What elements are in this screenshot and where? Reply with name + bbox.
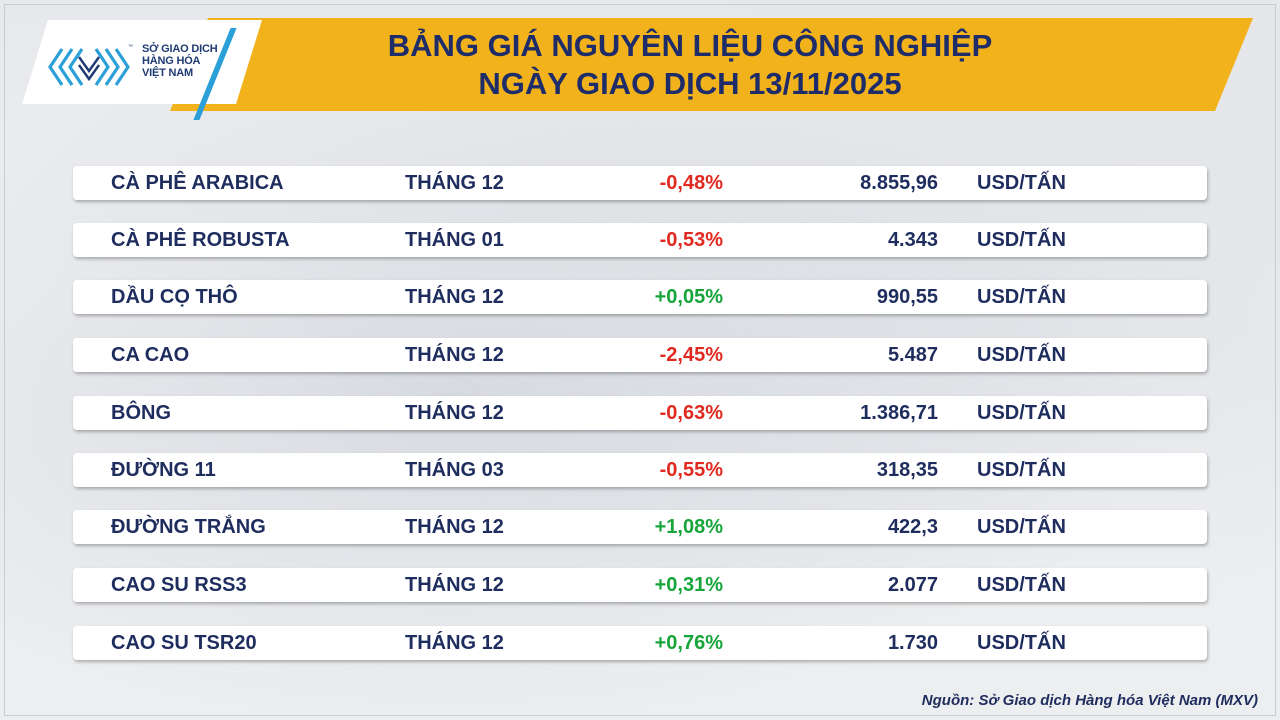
title-line-1: BẢNG GIÁ NGUYÊN LIỆU CÔNG NGHIỆP bbox=[387, 28, 993, 63]
price-value: 4.343 bbox=[887, 229, 938, 251]
price-value: 1.730 bbox=[887, 632, 938, 654]
price-value: 8.855,96 bbox=[860, 172, 938, 194]
contract-month: THÁNG 12 bbox=[405, 286, 504, 308]
table-row-white-sugar: ĐƯỜNG TRẮNG THÁNG 12 +1,08% 422,3 USD/TẤ… bbox=[73, 510, 1207, 544]
price-change: +0,76% bbox=[654, 632, 723, 654]
title-line-2: NGÀY GIAO DỊCH 13/11/2025 bbox=[478, 66, 902, 101]
price-unit: USD/TẤN bbox=[977, 344, 1066, 366]
price-unit: USD/TẤN bbox=[977, 632, 1066, 654]
price-change: -2,45% bbox=[659, 344, 723, 366]
price-change: -0,63% bbox=[659, 402, 723, 424]
commodity-name: CÀ PHÊ ARABICA bbox=[111, 172, 284, 194]
table-row-crude-palm-oil: DẦU CỌ THÔ THÁNG 12 +0,05% 990,55 USD/TẤ… bbox=[73, 280, 1207, 314]
price-value: 422,3 bbox=[887, 516, 938, 538]
price-change: -0,55% bbox=[659, 459, 723, 481]
contract-month: THÁNG 12 bbox=[405, 574, 504, 596]
price-unit: USD/TẤN bbox=[977, 172, 1066, 194]
price-change: +0,05% bbox=[654, 286, 723, 308]
price-value: 2.077 bbox=[887, 574, 938, 596]
price-unit: USD/TẤN bbox=[977, 574, 1066, 596]
source-note: Nguồn: Sở Giao dịch Hàng hóa Việt Nam (M… bbox=[921, 692, 1258, 709]
price-value: 318,35 bbox=[876, 459, 938, 481]
price-change: -0,53% bbox=[659, 229, 723, 251]
logo-line-2: HÀNG HÓA bbox=[142, 55, 201, 67]
price-value: 5.487 bbox=[887, 344, 938, 366]
table-row-cotton: BÔNG THÁNG 12 -0,63% 1.386,71 USD/TẤN bbox=[73, 396, 1207, 430]
commodity-name: CÀ PHÊ ROBUSTA bbox=[111, 229, 290, 251]
table-row-rubber-rss3: CAO SU RSS3 THÁNG 12 +0,31% 2.077 USD/TẤ… bbox=[73, 568, 1207, 602]
price-change: +0,31% bbox=[654, 574, 723, 596]
price-change: +1,08% bbox=[654, 516, 723, 538]
contract-month: THÁNG 12 bbox=[405, 516, 504, 538]
table-row-arabica-coffee: CÀ PHÊ ARABICA THÁNG 12 -0,48% 8.855,96 … bbox=[73, 166, 1207, 200]
trademark-symbol: ™ bbox=[128, 44, 133, 50]
commodity-name: BÔNG bbox=[111, 402, 171, 424]
table-row-cocoa: CA CAO THÁNG 12 -2,45% 5.487 USD/TẤN bbox=[73, 338, 1207, 372]
mxv-chevron-logo-icon bbox=[48, 48, 130, 86]
price-unit: USD/TẤN bbox=[977, 229, 1066, 251]
contract-month: THÁNG 03 bbox=[405, 459, 504, 481]
price-value: 1.386,71 bbox=[860, 402, 938, 424]
contract-month: THÁNG 12 bbox=[405, 172, 504, 194]
contract-month: THÁNG 12 bbox=[405, 402, 504, 424]
commodity-name: CAO SU TSR20 bbox=[111, 632, 257, 654]
table-row-robusta-coffee: CÀ PHÊ ROBUSTA THÁNG 01 -0,53% 4.343 USD… bbox=[73, 223, 1207, 257]
title-banner bbox=[170, 18, 1253, 111]
price-unit: USD/TẤN bbox=[977, 402, 1066, 424]
commodity-name: CAO SU RSS3 bbox=[111, 574, 247, 596]
contract-month: THÁNG 12 bbox=[405, 344, 504, 366]
logo-text: SỞ GIAO DỊCH HÀNG HÓA VIỆT NAM bbox=[142, 43, 218, 79]
contract-month: THÁNG 01 bbox=[405, 229, 504, 251]
page-title: BẢNG GIÁ NGUYÊN LIỆU CÔNG NGHIỆP NGÀY GI… bbox=[300, 27, 1080, 103]
table-row-sugar-11: ĐƯỜNG 11 THÁNG 03 -0,55% 318,35 USD/TẤN bbox=[73, 453, 1207, 487]
price-unit: USD/TẤN bbox=[977, 459, 1066, 481]
price-unit: USD/TẤN bbox=[977, 516, 1066, 538]
logo-line-3: VIỆT NAM bbox=[142, 67, 193, 79]
table-row-rubber-tsr20: CAO SU TSR20 THÁNG 12 +0,76% 1.730 USD/T… bbox=[73, 626, 1207, 660]
price-change: -0,48% bbox=[659, 172, 723, 194]
commodity-name: DẦU CỌ THÔ bbox=[111, 286, 238, 308]
commodity-name: ĐƯỜNG 11 bbox=[111, 459, 216, 481]
contract-month: THÁNG 12 bbox=[405, 632, 504, 654]
price-value: 990,55 bbox=[876, 286, 938, 308]
commodity-name: CA CAO bbox=[111, 344, 190, 366]
commodity-name: ĐƯỜNG TRẮNG bbox=[111, 516, 266, 538]
price-unit: USD/TẤN bbox=[977, 286, 1066, 308]
logo-line-1: SỞ GIAO DỊCH bbox=[142, 43, 218, 55]
